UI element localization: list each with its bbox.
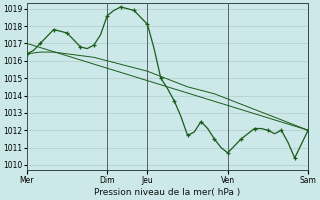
X-axis label: Pression niveau de la mer( hPa ): Pression niveau de la mer( hPa ) — [94, 188, 241, 197]
